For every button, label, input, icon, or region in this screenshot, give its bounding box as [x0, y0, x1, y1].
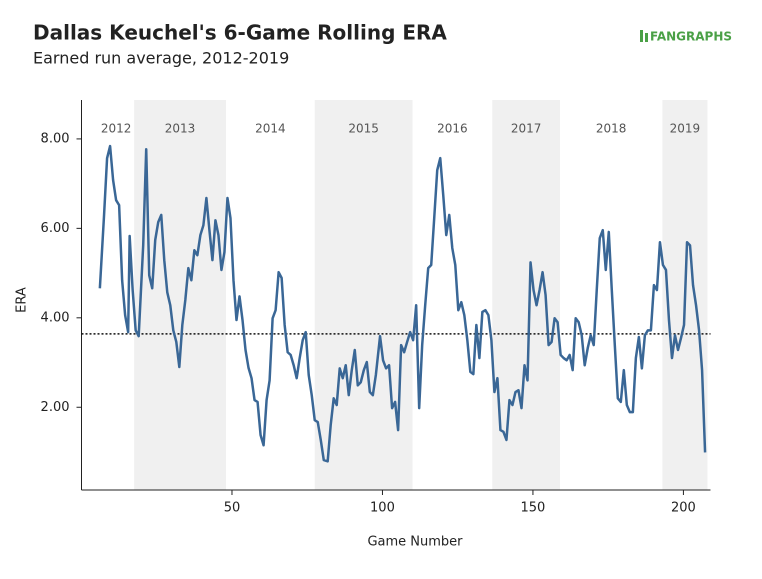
y-tick-label: 8.00 [41, 131, 70, 146]
y-tick-label: 4.00 [41, 310, 70, 325]
plot-area: 2012 2013 2014 2015 2016 2017 2018 2019 2.00 4.00… [41, 100, 711, 516]
x-tick-label: 150 [521, 501, 546, 516]
season-label: 2016 [437, 122, 468, 136]
season-label: 2017 [511, 122, 542, 136]
logo-bar [640, 30, 643, 42]
chart-subtitle: Earned run average, 2012-2019 [33, 49, 289, 68]
x-axis-label: Game Number [367, 535, 463, 550]
y-tick-label: 6.00 [41, 221, 70, 236]
season-label: 2013 [165, 122, 196, 136]
logo: FANGRAPHS [640, 30, 732, 44]
logo-text: FANGRAPHS [650, 30, 732, 44]
x-tick-label: 100 [370, 501, 395, 516]
season-band [134, 100, 226, 490]
season-label: 2015 [348, 122, 379, 136]
season-label: 2018 [596, 122, 627, 136]
y-tick-label: 2.00 [41, 400, 70, 415]
season-label: 2012 [101, 122, 132, 136]
y-axis-label: ERA [15, 287, 30, 313]
logo-bar [645, 33, 648, 42]
season-band [492, 100, 561, 490]
season-label: 2014 [255, 122, 286, 136]
era-line [98, 144, 707, 463]
chart-title: Dallas Keuchel's 6-Game Rolling ERA [33, 21, 447, 45]
season-label: 2019 [670, 122, 701, 136]
x-tick-label: 200 [671, 501, 696, 516]
x-tick-label: 50 [224, 501, 241, 516]
